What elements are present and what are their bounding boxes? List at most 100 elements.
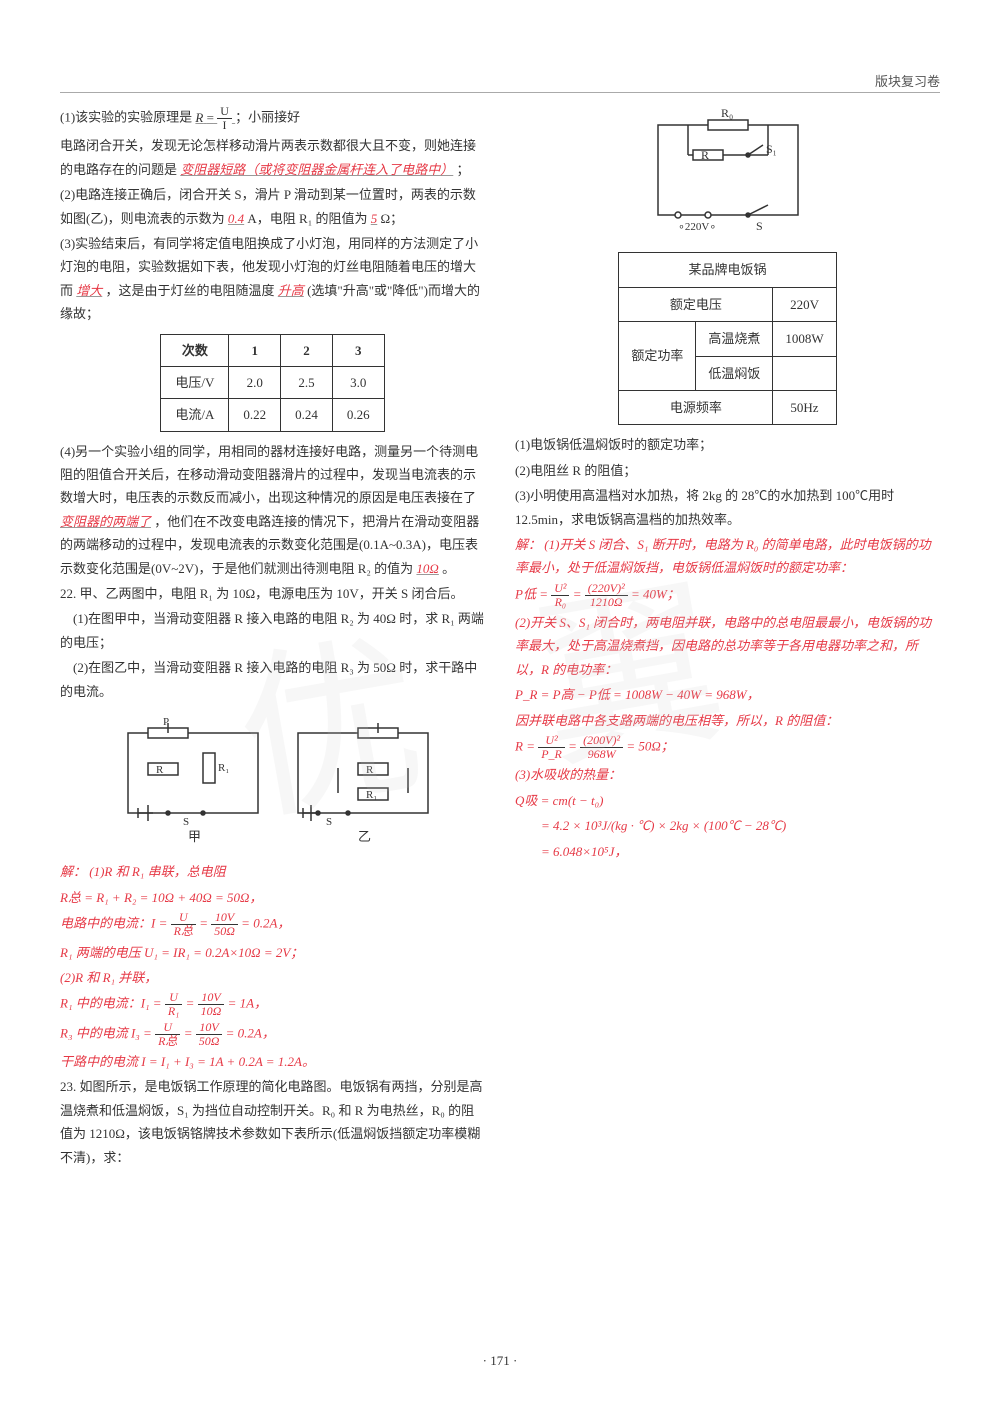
frac: U R总 <box>155 1021 180 1048</box>
spec-title: 某品牌电饭锅 <box>619 253 836 287</box>
q1-R: R <box>195 110 203 125</box>
svg-text:S: S <box>183 816 189 828</box>
q1-answer: 变阻器短路（或将变阻器金属杆连入了电路中） <box>180 162 453 177</box>
den: R₁ <box>165 1005 183 1018</box>
page-number: · 171 · <box>0 1349 1000 1372</box>
sol22-l1: (1)R 和 R₁ 串联，总电阻 <box>89 864 225 879</box>
q23-sub1: (1)电饭锅低温焖饭时的额定功率； <box>515 433 940 456</box>
r3: 干路中的电流 I = I₁ + I₃ = 1A + 0.2A = 1.2A。 <box>60 1050 485 1073</box>
table-row: 某品牌电饭锅 <box>619 253 836 287</box>
svg-text:R₁: R₁ <box>218 762 229 774</box>
num: U² <box>551 582 569 596</box>
end: = 0.2A， <box>241 916 290 931</box>
frac: 10V 10Ω <box>198 991 225 1018</box>
td: 0.22 <box>229 399 281 431</box>
svg-text:R: R <box>156 764 164 776</box>
num: U <box>165 991 183 1005</box>
q3-ans2: 升高 <box>278 283 304 298</box>
frac: U² P_R <box>538 734 565 761</box>
td: 2.5 <box>281 366 333 398</box>
sol23-2a: P_R = P高 − P低 = 1008W − 40W = 968W， <box>515 683 940 706</box>
end: = 1A， <box>228 996 267 1011</box>
sol23-1: 解： (1)开关 S 闭合、S₁ 断开时，电路为 R₀ 的简单电路，此时电饭锅的… <box>515 533 940 580</box>
table-row: 次数 1 2 3 <box>161 334 384 366</box>
svg-text:甲: 甲 <box>188 829 201 843</box>
sol23-3c: = 4.2 × 10³J/(kg · ℃) × 2kg × (100℃ − 28… <box>515 814 940 837</box>
sol22-l3: 电路中的电流：I = U R总 = 10V 50Ω = 0.2A， <box>60 911 485 938</box>
svg-text:S: S <box>326 816 332 828</box>
eq: = <box>199 916 208 931</box>
den: R₀ <box>551 596 569 609</box>
den: 50Ω <box>196 1035 223 1048</box>
num: 10V <box>211 911 238 925</box>
eq: = <box>573 586 582 601</box>
table-row: 额定电压 220V <box>619 287 836 321</box>
td: 220V <box>773 287 836 321</box>
sol23-3a: (3)水吸收的热量： <box>515 763 940 786</box>
num: (200V)² <box>580 734 623 748</box>
q2-end: Ω； <box>381 211 404 226</box>
q2-ans2: 5 <box>371 211 378 226</box>
svg-text:乙: 乙 <box>358 829 371 843</box>
table-row: 电源频率 50Hz <box>619 390 836 424</box>
td: 电源频率 <box>619 390 773 424</box>
main-content: (1)该实验的实验原理是 R = U I ；小丽接好 电路闭合开关，发现无论怎样… <box>60 105 940 1305</box>
td: 2.0 <box>229 366 281 398</box>
circuit-23-svg: R₀ R S₁ S ∘220V∘ <box>628 105 828 235</box>
svg-text:R: R <box>701 148 709 162</box>
eq: = <box>186 996 195 1011</box>
td: 电压/V <box>161 366 229 398</box>
svg-text:R₁: R₁ <box>366 789 377 801</box>
sol-label: 解： <box>60 864 86 879</box>
den: 968W <box>580 748 623 761</box>
frac: (220V)² 1210Ω <box>585 582 628 609</box>
end: = 40W； <box>631 586 680 601</box>
sol23-3b: Q吸 = cm(t − t₀) <box>515 789 940 812</box>
svg-text:S: S <box>756 219 763 233</box>
r2-pre: R₃ 中的电流 I₃ = <box>60 1025 152 1040</box>
den: R总 <box>171 925 196 938</box>
end: = 0.2A， <box>226 1025 275 1040</box>
sol22-l4: R₁ 两端的电压 U₁ = IR₁ = 0.2A×10Ω = 2V； <box>60 941 485 964</box>
data-table-1: 次数 1 2 3 电压/V 2.0 2.5 3.0 电流/A 0.22 0.24… <box>160 334 384 432</box>
circuit-23: R₀ R S₁ S ∘220V∘ <box>515 105 940 242</box>
q1-text: (1)该实验的实验原理是 R = U I ；小丽接好 <box>60 105 485 132</box>
td: 0.24 <box>281 399 333 431</box>
th: 1 <box>229 334 281 366</box>
num: U² <box>538 734 565 748</box>
td: 电流/A <box>161 399 229 431</box>
frac: (200V)² 968W <box>580 734 623 761</box>
frac: 10V 50Ω <box>196 1021 223 1048</box>
header-corner: 版块复习卷 <box>875 70 940 93</box>
num: 10V <box>198 991 225 1005</box>
q22-sub1: (1)在图甲中，当滑动变阻器 R 接入电路的电阻 R₂ 为 40Ω 时，求 R₁… <box>60 607 485 654</box>
q4-ans2: 10Ω <box>416 561 438 576</box>
q1-den: I <box>217 119 232 132</box>
den: 50Ω <box>211 925 238 938</box>
den: R总 <box>155 1035 180 1048</box>
th: 次数 <box>161 334 229 366</box>
q1-num: U <box>217 105 232 119</box>
td: 0.26 <box>332 399 384 431</box>
q22-sub2: (2)在图乙中，当滑动变阻器 R 接入电路的电阻 R₃ 为 50Ω 时，求干路中… <box>60 656 485 703</box>
den: P_R <box>538 748 565 761</box>
svg-text:R: R <box>366 764 374 776</box>
spec-table: 某品牌电饭锅 额定电压 220V 额定功率 高温烧煮 1008W 低温焖饭 电源… <box>618 252 836 425</box>
q1-eq: = <box>207 110 214 125</box>
sol23-2: (2)开关 S、S₁ 闭合时，两电阻并联，电路中的总电阻最最小，电饭锅的功率最大… <box>515 611 940 681</box>
eq: = <box>568 739 577 754</box>
circuit-22: P R R₁ S 甲 R R₁ <box>60 713 485 850</box>
r2: R₃ 中的电流 I₃ = U R总 = 10V 50Ω = 0.2A， <box>60 1021 485 1048</box>
end: = 50Ω； <box>626 739 673 754</box>
table-row: 电压/V 2.0 2.5 3.0 <box>161 366 384 398</box>
sol22-l2: R总 = R₁ + R₂ = 10Ω + 40Ω = 50Ω， <box>60 886 485 909</box>
q4-ans1: 变阻器的两端了 <box>60 514 151 529</box>
q1-semi: ； <box>457 162 470 177</box>
pre: R = <box>515 739 535 754</box>
table-row: 额定功率 高温烧煮 1008W <box>619 322 836 356</box>
q3-mid: ，这是由于灯丝的电阻随温度 <box>106 283 275 298</box>
q1-formula: R = U I <box>195 110 235 125</box>
header-rule <box>60 92 940 93</box>
frac: U² R₀ <box>551 582 569 609</box>
sol22: 解： (1)R 和 R₁ 串联，总电阻 <box>60 860 485 883</box>
